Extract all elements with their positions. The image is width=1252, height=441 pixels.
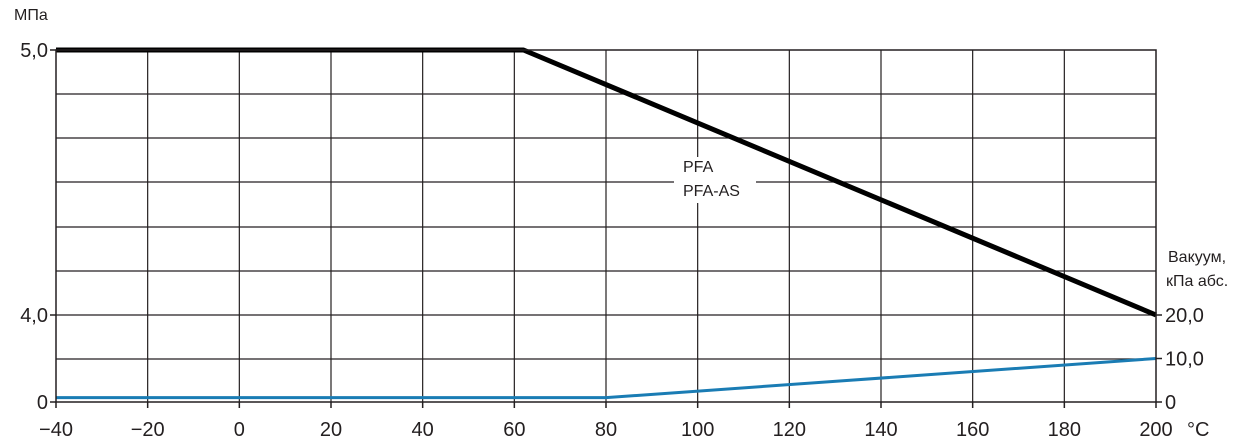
x-tick-label: 20 — [320, 419, 342, 441]
grid-lines — [56, 50, 1156, 402]
x-tick-label: 80 — [595, 419, 617, 441]
right-tick-label: 20,0 — [1165, 305, 1204, 327]
right-axis-tick-labels: 20,0 10,0 0 — [1156, 305, 1204, 414]
left-tick-label: 5,0 — [20, 40, 48, 62]
right-axis-label-line-2: кПа абс. — [1166, 273, 1228, 290]
left-axis-unit-label: МПа — [14, 7, 48, 24]
x-tick-label: 200 — [1139, 419, 1172, 441]
x-tick-label: 100 — [681, 419, 714, 441]
x-tick-label: 140 — [864, 419, 897, 441]
x-tick-label: 120 — [773, 419, 806, 441]
right-axis-label-line-1: Вакуум, — [1168, 249, 1226, 266]
x-tick-label: 0 — [234, 419, 245, 441]
annotation-background — [674, 157, 756, 203]
x-tick-label: 180 — [1048, 419, 1081, 441]
annotation-pfa: PFA — [683, 159, 714, 176]
x-tick-label: 40 — [412, 419, 434, 441]
left-axis-tick-labels: 5,0 4,0 0 — [20, 40, 56, 414]
series-line-vacuum — [56, 357, 1157, 400]
right-tick-label: 10,0 — [1165, 349, 1204, 371]
x-tick-label: −40 — [39, 419, 73, 441]
right-tick-label: 0 — [1165, 392, 1176, 414]
x-axis-tick-labels: −40 −20 0 20 40 60 80 100 120 140 160 180 200 — [39, 402, 1173, 441]
left-tick-label: 4,0 — [20, 305, 48, 327]
x-axis-unit-label: °C — [1187, 419, 1209, 441]
x-tick-label: 60 — [503, 419, 525, 441]
left-tick-label: 0 — [37, 392, 48, 414]
x-tick-label: 160 — [956, 419, 989, 441]
x-tick-label: −20 — [131, 419, 165, 441]
annotation-pfa-as: PFA-AS — [683, 183, 740, 200]
